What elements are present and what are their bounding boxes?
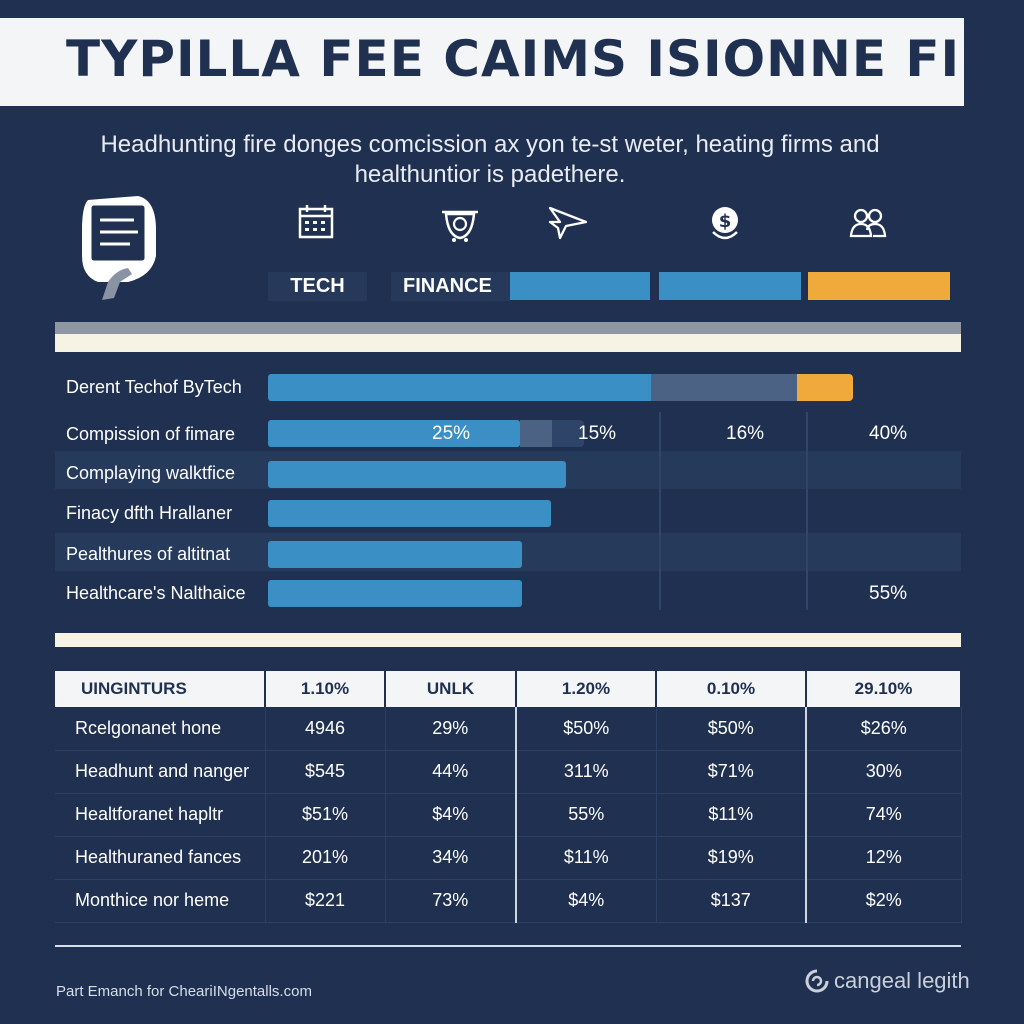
table-cell: 74%	[806, 793, 962, 837]
gridline	[659, 412, 661, 610]
table-cell: $71%	[656, 750, 807, 794]
table-row: Healthuraned fances 201% 34% $11% $19% 1…	[55, 836, 962, 880]
calendar-icon	[298, 205, 334, 239]
subtitle-line-1: Headhunting fire donges comcission ax yo…	[100, 131, 880, 158]
table-cell: $11%	[516, 836, 657, 880]
table-cell: Healthuraned fances	[55, 836, 266, 880]
table-cell: Healtforanet hapltr	[55, 793, 266, 837]
table-cell: 55%	[516, 793, 657, 837]
bar-segment-blue	[268, 420, 520, 447]
bar-segment-blue	[268, 374, 651, 401]
table-cell: 30%	[806, 750, 962, 794]
bar-value-label: 55%	[869, 583, 908, 604]
dollar-coin-icon: $	[712, 207, 738, 240]
table-cell: $221	[265, 879, 386, 923]
table-cell: $545	[265, 750, 386, 794]
table-row: Healtforanet hapltr $51% $4% 55% $11% 74…	[55, 793, 962, 837]
table-cell: 12%	[806, 836, 962, 880]
bar	[268, 580, 522, 607]
table-cell: $137	[656, 879, 807, 923]
fee-table: UINGINTURS 1.10% UNLK 1.20% 0.10% 29.10%…	[55, 671, 962, 923]
bar-value-label: 16%	[726, 423, 765, 444]
tag-finance: FINANCE	[391, 272, 510, 301]
svg-text:$: $	[719, 211, 732, 232]
table-cell: $50%	[516, 707, 657, 751]
table-cell: 201%	[265, 836, 386, 880]
bar	[268, 500, 551, 527]
column-header: 29.10%	[806, 671, 962, 707]
chart-row-label: Finacy dfth Hrallaner	[66, 503, 233, 523]
bar	[268, 461, 566, 488]
table-cell: $50%	[656, 707, 807, 751]
divider-cream	[55, 334, 961, 352]
document-hand-icon	[82, 196, 156, 300]
table-cell: $51%	[265, 793, 386, 837]
table-row: Rcelgonanet hone 4946 29% $50% $50% $26%	[55, 707, 962, 751]
table-cell: $4%	[516, 879, 657, 923]
column-header: 1.20%	[516, 671, 657, 707]
column-header: 0.10%	[656, 671, 807, 707]
table-cell: 4946	[265, 707, 386, 751]
subtitle-line-2: healthuntior is padethere.	[354, 161, 626, 188]
table-row: Headhunt and nanger $545 44% 311% $71% 3…	[55, 750, 962, 794]
bar-value-label: 40%	[869, 423, 908, 444]
table-cell: Monthice nor heme	[55, 879, 266, 923]
bar-value-label: 15%	[578, 423, 617, 444]
legend-swatch-blue-2	[659, 272, 801, 300]
table-header-row: UINGINTURS 1.10% UNLK 1.20% 0.10% 29.10%	[55, 671, 962, 707]
column-header: UINGINTURS	[55, 671, 266, 707]
table-cell: 44%	[385, 750, 517, 794]
table-cell: $26%	[806, 707, 962, 751]
subtitle: Headhunting fire donges comcission ax yo…	[40, 130, 940, 190]
table-cell: 311%	[516, 750, 657, 794]
title-band	[0, 18, 964, 106]
bottom-divider	[55, 945, 961, 947]
column-header: 1.10%	[265, 671, 386, 707]
legend-swatch-orange	[808, 272, 950, 300]
table-cell: 73%	[385, 879, 517, 923]
bar-value-label: 25%	[432, 423, 471, 444]
piggy-bank-icon	[442, 210, 478, 242]
table-cell: Headhunt and nanger	[55, 750, 266, 794]
table-cell: $19%	[656, 836, 807, 880]
chart-row-label: Compission of fimare	[66, 424, 236, 444]
chart-row-label: Derent Techof ByTech	[66, 377, 242, 397]
table-cell: $11%	[656, 793, 807, 837]
people-icon	[849, 208, 887, 238]
bar-segment-slate	[651, 374, 797, 401]
gridline	[806, 412, 808, 610]
chart-row-label: Complaying walktfice	[66, 463, 236, 483]
bar-segment-orange	[797, 374, 853, 401]
table-cell: 29%	[385, 707, 517, 751]
table-cell: $4%	[385, 793, 517, 837]
table-cell: 34%	[385, 836, 517, 880]
chart-row-label: Healthcare's Nalthaice	[66, 583, 246, 603]
bar-segment-slate	[520, 420, 552, 447]
table-row: Monthice nor heme $221 73% $4% $137 $2%	[55, 879, 962, 923]
airplane-icon	[548, 206, 588, 240]
divider-gray	[55, 322, 961, 334]
column-header: UNLK	[385, 671, 517, 707]
tag-tech: TECH	[268, 272, 367, 301]
page-title: TYPILLA FEE CAIMS ISIONNE FIRES	[66, 30, 1024, 88]
chart-row-label: Pealthures of altitnat	[66, 544, 231, 564]
table-cell: Rcelgonanet hone	[55, 707, 266, 751]
bar	[268, 541, 522, 568]
source-note: Part Emanch for CheariINgentalls.com	[56, 983, 312, 1000]
divider-cream	[55, 633, 961, 647]
bar-segment-dark	[552, 420, 584, 447]
brand-logo: cangeal legith	[804, 968, 970, 994]
table-cell: $2%	[806, 879, 962, 923]
brand-mark-icon	[805, 969, 829, 993]
brand-name: cangeal legith	[834, 968, 970, 993]
legend-swatch-blue-1	[510, 272, 650, 300]
